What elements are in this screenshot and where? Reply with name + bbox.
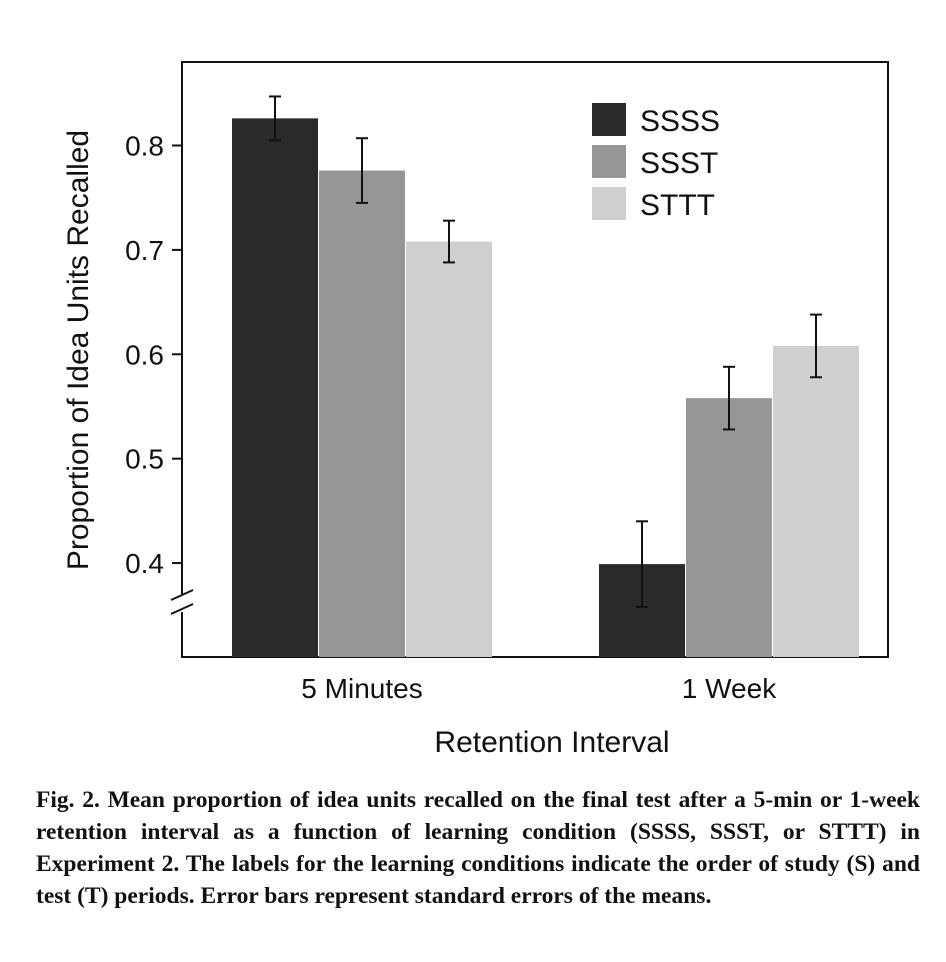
legend-label-sttt: STTT bbox=[640, 189, 715, 222]
y-tick-label: 0.4 bbox=[125, 548, 164, 579]
axis-break-mark bbox=[170, 589, 194, 615]
y-tick-label: 0.7 bbox=[125, 235, 164, 266]
y-tick-label: 0.6 bbox=[125, 339, 164, 370]
x-tick-label: 5 Minutes bbox=[301, 673, 422, 704]
legend-label-ssst: SSST bbox=[640, 147, 718, 180]
error-bar-sttt-0 bbox=[443, 219, 455, 264]
figure-caption: Fig. 2. Mean proportion of idea units re… bbox=[36, 784, 920, 912]
bar-ssst-1 bbox=[686, 398, 772, 657]
bar-sttt-1 bbox=[773, 345, 859, 657]
bar-ssss-0 bbox=[232, 118, 318, 658]
legend-swatch-sttt bbox=[592, 187, 626, 220]
legend-label-ssss: SSSS bbox=[640, 105, 720, 138]
bar-chart: 0.4 0.5 0.6 0.7 0.8 5 Minutes 1 Week SSSS SSST… bbox=[62, 61, 889, 759]
caption-text: Mean proportion of idea units recalled o… bbox=[36, 787, 920, 909]
error-bar-ssss-0 bbox=[269, 95, 281, 142]
error-bars-layer bbox=[269, 95, 822, 608]
x-tick-label: 1 Week bbox=[682, 673, 777, 704]
legend-swatch-ssss bbox=[592, 103, 626, 136]
error-bar-sttt-1 bbox=[810, 313, 822, 379]
bar-ssst-0 bbox=[319, 170, 405, 657]
y-axis: 0.4 0.5 0.6 0.7 0.8 bbox=[125, 131, 182, 579]
bars-layer bbox=[232, 118, 859, 658]
caption-label: Fig. 2. bbox=[36, 787, 100, 813]
bar-sttt-0 bbox=[406, 241, 492, 657]
legend-swatch-ssst bbox=[592, 145, 626, 178]
error-bar-ssst-1 bbox=[723, 365, 735, 431]
y-axis-title: Proportion of Idea Units Recalled bbox=[62, 130, 95, 570]
y-tick-label: 0.8 bbox=[125, 131, 164, 162]
x-axis: 5 Minutes 1 Week bbox=[301, 673, 777, 704]
x-axis-title: Retention Interval bbox=[434, 726, 669, 759]
error-bar-ssst-0 bbox=[356, 137, 368, 204]
legend: SSSS SSST STTT bbox=[592, 103, 720, 222]
error-bar-ssss-1 bbox=[636, 520, 648, 608]
y-tick-label: 0.5 bbox=[125, 444, 164, 475]
plot-frame bbox=[181, 61, 889, 658]
